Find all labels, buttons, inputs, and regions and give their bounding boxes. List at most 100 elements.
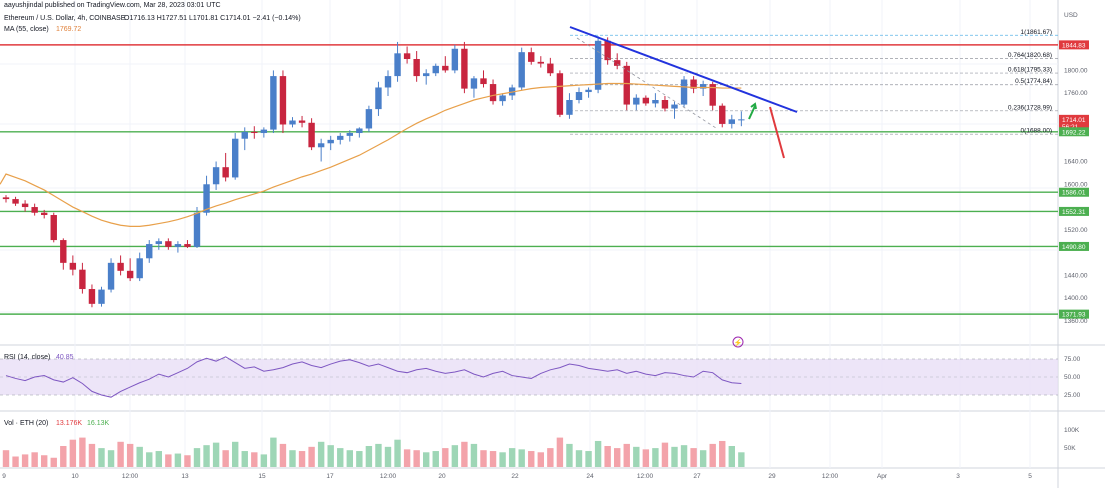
candle-body[interactable] (308, 122, 315, 148)
candle-body[interactable] (212, 167, 220, 185)
volume-bar (203, 445, 210, 467)
lightning-event-icon[interactable] (732, 336, 744, 348)
candle-body[interactable] (594, 40, 602, 90)
volume-bar (719, 440, 726, 467)
support-resistance-lines (0, 44, 1058, 315)
candle-body[interactable] (623, 65, 630, 105)
candle-body[interactable] (633, 97, 640, 105)
candle-body[interactable] (652, 100, 659, 104)
candle-body[interactable] (451, 48, 459, 71)
time-axis[interactable]: 9 10 12:00 13 15 17 12:00 20 22 24 12:00 27 29 12:00 A… (2, 473, 1032, 480)
candle-body[interactable] (690, 79, 697, 89)
candle-body[interactable] (614, 60, 621, 66)
candle-body[interactable] (709, 84, 716, 106)
candle-body[interactable] (728, 119, 735, 124)
candle-body[interactable] (222, 167, 229, 178)
candle-body[interactable] (528, 52, 535, 62)
candle-body[interactable] (260, 129, 268, 134)
candle-body[interactable] (251, 131, 258, 134)
candle-body[interactable] (174, 244, 182, 247)
candle-body[interactable] (21, 203, 29, 208)
rsi-label[interactable]: RSI (14, close) (4, 354, 50, 361)
candle-body[interactable] (241, 131, 248, 139)
candle-body[interactable] (165, 241, 172, 247)
candle-body[interactable] (499, 95, 506, 102)
candle-body[interactable] (146, 244, 153, 259)
candle-body[interactable] (566, 100, 573, 115)
candle-body[interactable] (117, 262, 124, 271)
candle-body[interactable] (184, 244, 191, 247)
candle-body[interactable] (79, 269, 86, 290)
candle-body[interactable] (719, 105, 726, 124)
candle-body[interactable] (537, 61, 544, 64)
candle-body[interactable] (317, 143, 325, 148)
candle-body[interactable] (470, 78, 478, 89)
candle-body[interactable] (365, 109, 373, 129)
candle-body[interactable] (98, 289, 105, 304)
symbol-line[interactable]: Ethereum / U.S. Dollar, 4h, COINBASE (4, 15, 126, 22)
candle-body[interactable] (136, 258, 143, 279)
candle-body[interactable] (193, 212, 201, 247)
candle-body[interactable] (60, 240, 67, 263)
candle-body[interactable] (671, 104, 678, 109)
candle-body[interactable] (403, 53, 411, 60)
candle-body[interactable] (50, 215, 57, 241)
volume-bar (346, 450, 353, 467)
candle-body[interactable] (604, 40, 611, 61)
candle-body[interactable] (69, 262, 77, 270)
candle-body[interactable] (346, 133, 353, 136)
candle-body[interactable] (661, 100, 669, 109)
candle-body[interactable] (423, 73, 430, 77)
candle-body[interactable] (375, 87, 382, 110)
candle-body[interactable] (126, 270, 134, 279)
candle-body[interactable] (442, 65, 449, 71)
candle-body[interactable] (489, 84, 497, 102)
candle-body[interactable] (12, 199, 19, 204)
candle-body[interactable] (642, 97, 650, 104)
volume-bar (652, 448, 659, 467)
candle-body[interactable] (556, 73, 564, 115)
candle-body[interactable] (327, 139, 334, 144)
candle-body[interactable] (738, 119, 745, 121)
price-pane[interactable] (0, 0, 1058, 340)
candle-body[interactable] (155, 241, 162, 245)
candle-body[interactable] (232, 138, 239, 178)
trend-line[interactable] (569, 26, 798, 113)
candle-body[interactable] (575, 92, 583, 101)
candle-body[interactable] (107, 262, 115, 290)
candle-body[interactable] (270, 76, 277, 130)
volume-bar (738, 452, 745, 467)
ma-label[interactable]: MA (55, close) (4, 26, 49, 33)
candle-body[interactable] (298, 120, 306, 123)
ma55-line[interactable] (0, 82, 742, 228)
candle-body[interactable] (432, 65, 439, 74)
candle-body[interactable] (203, 184, 210, 213)
candle-body[interactable] (31, 207, 38, 213)
candle-body[interactable] (480, 78, 487, 85)
candle-body[interactable] (413, 59, 420, 77)
candle-body[interactable] (518, 52, 525, 88)
fibonacci-retracement: 1(1861.67) 0.764(1820.68) 0.618(1795.33) 0.… (570, 29, 1058, 135)
candle-body[interactable] (585, 89, 592, 93)
price-tick: 1400.00 (1064, 295, 1088, 302)
candle-body[interactable] (699, 84, 707, 89)
candle-body[interactable] (41, 212, 48, 216)
candle-body[interactable] (279, 76, 287, 125)
candle-body[interactable] (289, 120, 296, 125)
candle-body[interactable] (680, 79, 688, 105)
candle-body[interactable] (394, 53, 401, 77)
candle-body[interactable] (88, 289, 96, 304)
volume-label[interactable]: Vol · ETH (20) (4, 420, 48, 427)
candle-body[interactable] (547, 63, 554, 74)
candle-body[interactable] (384, 76, 392, 88)
volume-bar (690, 448, 697, 467)
price-axis[interactable]: 1800.00 1760.00 1640.00 1600.00 1520.00 1440.… (1059, 40, 1089, 452)
candle-body[interactable] (356, 128, 363, 134)
candle-body[interactable] (2, 197, 10, 200)
rsi-indicator (0, 356, 1058, 398)
rsi-line[interactable] (5, 356, 742, 398)
time-tick: 5 (1028, 473, 1032, 480)
candle-body[interactable] (337, 135, 344, 140)
moving-average (0, 82, 742, 228)
candle-body[interactable] (461, 48, 468, 89)
